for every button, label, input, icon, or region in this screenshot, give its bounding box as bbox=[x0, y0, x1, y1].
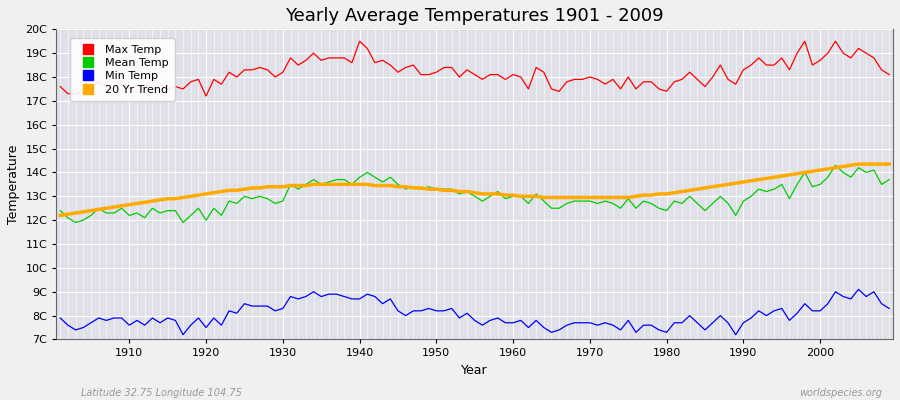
X-axis label: Year: Year bbox=[462, 364, 488, 377]
Text: Latitude 32.75 Longitude 104.75: Latitude 32.75 Longitude 104.75 bbox=[81, 388, 242, 398]
Legend: Max Temp, Mean Temp, Min Temp, 20 Yr Trend: Max Temp, Mean Temp, Min Temp, 20 Yr Tre… bbox=[70, 38, 176, 101]
Title: Yearly Average Temperatures 1901 - 2009: Yearly Average Temperatures 1901 - 2009 bbox=[285, 7, 664, 25]
Text: worldspecies.org: worldspecies.org bbox=[799, 388, 882, 398]
Y-axis label: Temperature: Temperature bbox=[7, 145, 20, 224]
